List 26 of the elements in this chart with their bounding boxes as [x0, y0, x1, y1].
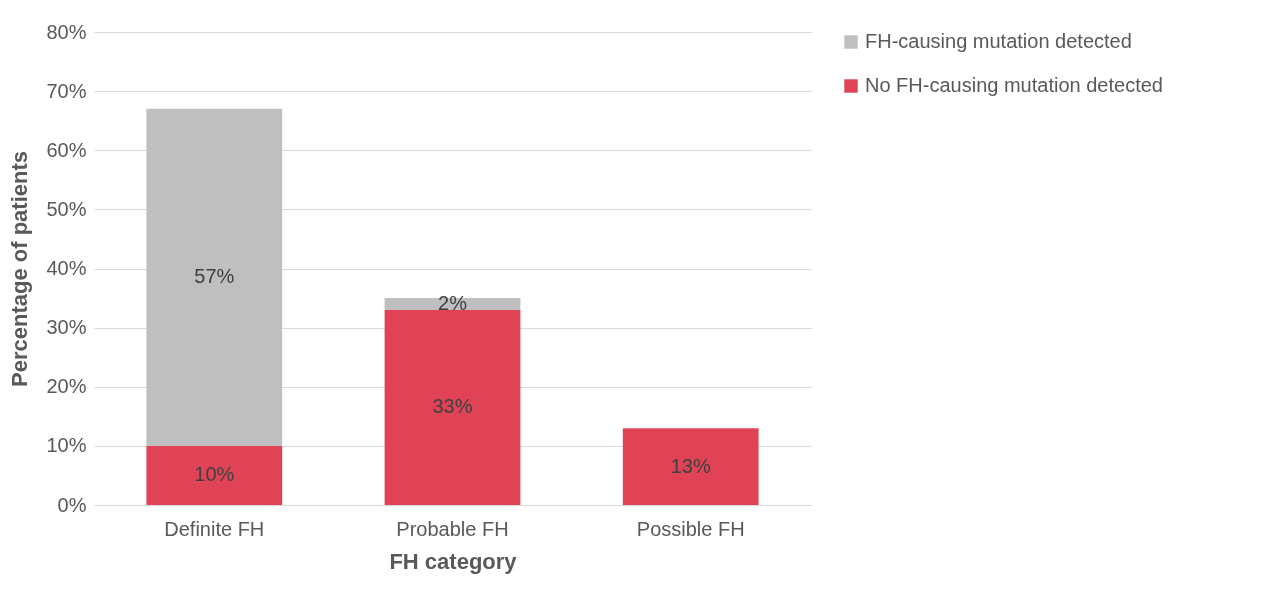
data-label: 13% — [670, 454, 711, 477]
bar — [384, 309, 521, 505]
y-tick-label: 50% — [46, 197, 87, 220]
y-tick-label: 40% — [46, 257, 87, 279]
y-tick-label: 30% — [46, 316, 87, 339]
data-label: 2% — [438, 291, 468, 314]
y-tick-label: 70% — [46, 79, 87, 102]
bar — [384, 298, 521, 310]
y-tick-label: 60% — [46, 138, 87, 161]
x-tick-label: Possible FH — [636, 517, 745, 540]
x-tick-label: Definite FH — [164, 517, 265, 540]
y-tick-label: 20% — [46, 375, 87, 398]
y-tick-label: 10% — [46, 434, 87, 457]
bar — [146, 445, 283, 505]
data-label: 33% — [432, 395, 473, 418]
bar — [622, 428, 759, 505]
legend-label: FH-causing mutation detected — [865, 30, 1132, 52]
legend-label: No FH-causing mutation detected — [865, 74, 1163, 96]
x-axis-title: FH category — [389, 548, 518, 574]
data-label: 57% — [194, 265, 235, 288]
y-tick-label: 0% — [57, 493, 87, 516]
data-label: 10% — [194, 463, 235, 486]
y-tick-label: 80% — [46, 20, 87, 43]
x-tick-label: Probable FH — [396, 517, 509, 540]
y-axis-title: Percentage of patients — [7, 151, 33, 387]
bar — [146, 108, 283, 446]
